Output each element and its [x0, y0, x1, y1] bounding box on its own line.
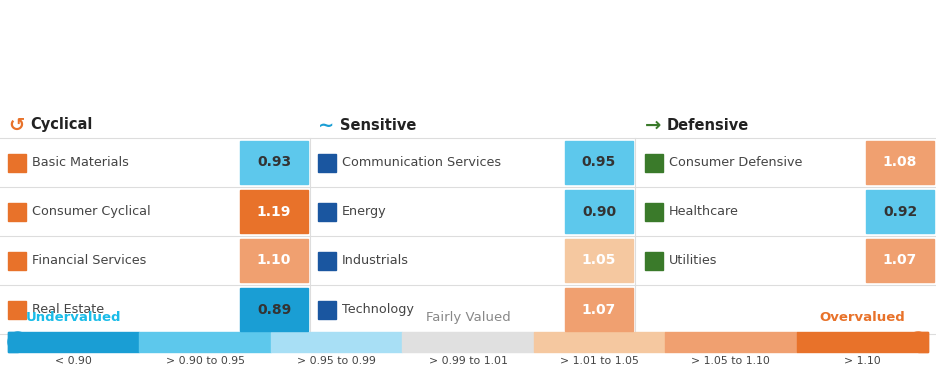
- Bar: [240, 239, 308, 282]
- Bar: [565, 239, 633, 282]
- FancyBboxPatch shape: [318, 252, 336, 269]
- Text: > 0.90 to 0.95: > 0.90 to 0.95: [166, 356, 244, 366]
- Text: 0.95: 0.95: [582, 156, 616, 169]
- Bar: [240, 190, 308, 233]
- Text: Defensive: Defensive: [667, 117, 749, 132]
- Text: > 0.99 to 1.01: > 0.99 to 1.01: [429, 356, 507, 366]
- Bar: [918, 332, 928, 352]
- Text: 0.92: 0.92: [883, 205, 917, 218]
- Text: Industrials: Industrials: [342, 254, 409, 267]
- Text: Overvalued: Overvalued: [819, 311, 905, 324]
- Bar: [797, 332, 928, 352]
- Text: < 0.90: < 0.90: [55, 356, 92, 366]
- FancyBboxPatch shape: [645, 252, 663, 269]
- FancyBboxPatch shape: [318, 300, 336, 318]
- Text: Sensitive: Sensitive: [340, 117, 417, 132]
- Bar: [565, 190, 633, 233]
- Bar: [866, 141, 934, 184]
- Ellipse shape: [8, 332, 28, 352]
- Text: Basic Materials: Basic Materials: [32, 156, 129, 169]
- Bar: [240, 288, 308, 331]
- Text: Consumer Defensive: Consumer Defensive: [669, 156, 802, 169]
- Ellipse shape: [908, 332, 928, 352]
- Text: Cyclical: Cyclical: [30, 117, 93, 132]
- Text: 1.05: 1.05: [582, 254, 616, 267]
- Text: 1.19: 1.19: [256, 205, 291, 218]
- Text: ↺: ↺: [8, 115, 24, 134]
- Bar: [866, 190, 934, 233]
- Text: Consumer Cyclical: Consumer Cyclical: [32, 205, 151, 218]
- Bar: [565, 141, 633, 184]
- Text: 1.08: 1.08: [883, 156, 917, 169]
- Text: Financial Services: Financial Services: [32, 254, 146, 267]
- Bar: [402, 332, 534, 352]
- Text: →: →: [645, 115, 662, 134]
- FancyBboxPatch shape: [645, 203, 663, 220]
- Text: > 1.10: > 1.10: [844, 356, 881, 366]
- Bar: [665, 332, 797, 352]
- Text: Energy: Energy: [342, 205, 387, 218]
- FancyBboxPatch shape: [8, 154, 26, 171]
- Bar: [866, 239, 934, 282]
- Text: Undervalued: Undervalued: [26, 311, 122, 324]
- Text: Technology: Technology: [342, 303, 414, 316]
- FancyBboxPatch shape: [8, 300, 26, 318]
- Text: 0.90: 0.90: [582, 205, 616, 218]
- Bar: [534, 332, 665, 352]
- Text: Healthcare: Healthcare: [669, 205, 739, 218]
- Text: 1.10: 1.10: [256, 254, 291, 267]
- FancyBboxPatch shape: [645, 154, 663, 171]
- Text: Communication Services: Communication Services: [342, 156, 501, 169]
- Bar: [240, 141, 308, 184]
- Text: 0.89: 0.89: [256, 303, 291, 317]
- Text: 1.07: 1.07: [582, 303, 616, 317]
- Text: Fairly Valued: Fairly Valued: [426, 311, 510, 324]
- Text: Real Estate: Real Estate: [32, 303, 104, 316]
- FancyBboxPatch shape: [8, 203, 26, 220]
- Text: Utilities: Utilities: [669, 254, 718, 267]
- Text: > 1.01 to 1.05: > 1.01 to 1.05: [560, 356, 639, 366]
- FancyBboxPatch shape: [8, 252, 26, 269]
- Text: ∼: ∼: [318, 115, 334, 134]
- Bar: [271, 332, 402, 352]
- Bar: [139, 332, 271, 352]
- Bar: [8, 332, 18, 352]
- Bar: [565, 288, 633, 331]
- Text: > 1.05 to 1.10: > 1.05 to 1.10: [692, 356, 770, 366]
- Text: 1.07: 1.07: [883, 254, 917, 267]
- FancyBboxPatch shape: [318, 154, 336, 171]
- FancyBboxPatch shape: [318, 203, 336, 220]
- Text: > 0.95 to 0.99: > 0.95 to 0.99: [297, 356, 376, 366]
- Bar: [8, 332, 139, 352]
- Text: 0.93: 0.93: [257, 156, 291, 169]
